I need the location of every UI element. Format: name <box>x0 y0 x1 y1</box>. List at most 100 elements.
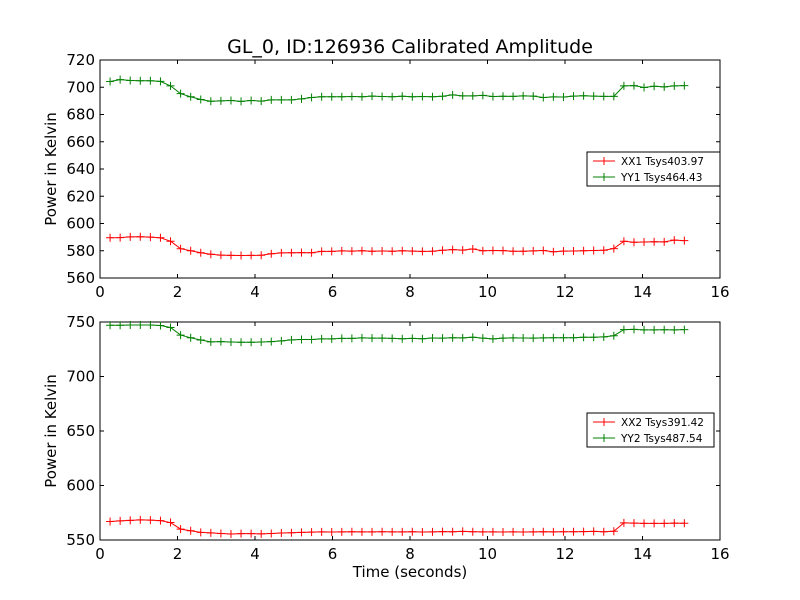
data-point <box>640 238 649 247</box>
data-point <box>146 76 155 85</box>
data-point <box>559 333 568 342</box>
data-point <box>206 250 215 259</box>
data-point <box>468 333 477 342</box>
data-point <box>529 527 538 536</box>
data-point <box>408 334 417 343</box>
series-1 <box>106 515 689 539</box>
data-point <box>418 334 427 343</box>
data-point <box>660 82 669 91</box>
data-point <box>589 527 598 536</box>
data-point <box>136 320 145 329</box>
data-point <box>579 246 588 255</box>
data-point <box>176 525 185 534</box>
data-point <box>106 321 115 330</box>
data-point <box>126 232 135 241</box>
data-point <box>448 90 457 99</box>
y-tick-label: 700 <box>66 368 95 386</box>
data-point <box>368 92 377 101</box>
data-point <box>629 81 638 90</box>
data-point <box>549 247 558 256</box>
data-point <box>478 91 487 100</box>
data-point <box>599 527 608 536</box>
data-point <box>337 527 346 536</box>
data-point <box>357 527 366 536</box>
data-point <box>176 244 185 253</box>
data-point <box>146 233 155 242</box>
y-tick-label: 600 <box>66 477 95 495</box>
data-point <box>257 251 266 260</box>
data-point <box>388 92 397 101</box>
data-point <box>478 527 487 536</box>
data-point <box>388 527 397 536</box>
data-point <box>226 338 235 347</box>
data-point <box>539 246 548 255</box>
data-point <box>247 96 256 105</box>
data-point <box>186 246 195 255</box>
data-point <box>599 92 608 101</box>
data-point <box>287 528 296 537</box>
data-point <box>448 527 457 536</box>
x-tick-label: 8 <box>405 545 415 563</box>
data-point <box>650 82 659 91</box>
y-tick-label: 550 <box>66 531 95 549</box>
data-point <box>680 519 689 528</box>
y-axis-label: Power in Kelvin <box>42 374 60 488</box>
data-point <box>428 247 437 256</box>
data-point <box>599 332 608 341</box>
data-point <box>549 527 558 536</box>
legend-label: YY1 Tsys464.43 <box>620 172 702 184</box>
x-tick-label: 12 <box>555 283 574 301</box>
data-point <box>609 92 618 101</box>
y-tick-label: 560 <box>66 269 95 287</box>
legend-swatch-marker <box>600 434 608 442</box>
data-point <box>670 236 679 245</box>
data-point <box>206 337 215 346</box>
data-point <box>186 526 195 535</box>
data-point <box>468 527 477 536</box>
data-point <box>287 248 296 257</box>
y-tick-label: 700 <box>66 78 95 96</box>
data-point <box>448 245 457 254</box>
data-point <box>660 325 669 334</box>
data-point <box>317 334 326 343</box>
data-point <box>619 325 628 334</box>
data-point <box>277 248 286 257</box>
data-point <box>438 334 447 343</box>
data-point <box>428 334 437 343</box>
legend-label: XX1 Tsys403.97 <box>621 156 704 168</box>
data-point <box>166 323 175 332</box>
data-point <box>398 527 407 536</box>
data-point <box>549 92 558 101</box>
data-point <box>398 92 407 101</box>
data-point <box>186 92 195 101</box>
data-point <box>418 92 427 101</box>
data-point <box>609 244 618 253</box>
data-point <box>418 247 427 256</box>
data-point <box>216 529 225 538</box>
subplot-1: 0 2 4 6 8 10 12 14 16 560 580 600 620 640 660 680 700 720… <box>42 51 730 301</box>
data-point <box>408 247 417 256</box>
data-point <box>640 325 649 334</box>
data-point <box>357 246 366 255</box>
data-point <box>458 246 467 255</box>
data-point <box>569 92 578 101</box>
data-point <box>337 334 346 343</box>
data-point <box>609 527 618 536</box>
data-point <box>388 334 397 343</box>
data-point <box>166 237 175 246</box>
data-point <box>589 92 598 101</box>
data-point <box>539 333 548 342</box>
data-point <box>186 333 195 342</box>
data-point <box>499 334 507 343</box>
data-point <box>549 333 558 342</box>
data-point <box>579 333 588 342</box>
data-point <box>438 246 447 255</box>
data-point <box>378 247 387 256</box>
y-tick-label: 660 <box>66 133 95 151</box>
data-point <box>257 338 266 347</box>
data-point <box>509 92 518 101</box>
data-point <box>146 516 155 525</box>
data-point <box>539 527 548 536</box>
data-point <box>337 246 346 255</box>
data-point <box>136 515 145 524</box>
